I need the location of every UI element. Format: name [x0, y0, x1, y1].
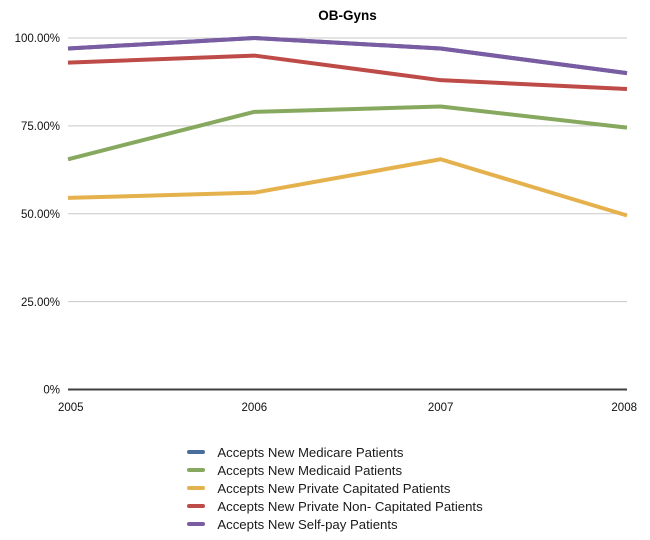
legend-label: Accepts New Private Capitated Patients: [217, 480, 451, 496]
series-line: [67, 36, 628, 76]
chart-title: OB-Gyns: [318, 8, 377, 23]
legend-swatch: [187, 522, 206, 526]
legend-swatch: [187, 486, 206, 490]
x-tick-label: 2006: [242, 402, 268, 414]
y-tick-label: 0%: [43, 385, 60, 397]
series-line: [67, 104, 628, 162]
legend-swatch: [187, 450, 206, 454]
legend-label: Accepts New Medicare Patients: [217, 444, 404, 460]
x-tick-label: 2008: [611, 402, 637, 414]
legend-label: Accepts New Self-pay Patients: [217, 516, 398, 532]
legend-item: Accepts New Private Capitated Patients: [187, 479, 450, 497]
x-tick-label: 2005: [58, 402, 84, 414]
y-tick-label: 25.00%: [21, 297, 60, 309]
legend-label: Accepts New Medicaid Patients: [217, 462, 403, 478]
legend-item: Accepts New Self-pay Patients: [187, 515, 398, 533]
legend-item: Accepts New Medicare Patients: [187, 443, 404, 461]
legend-swatch: [187, 468, 206, 472]
series-line: [67, 53, 628, 91]
legend-item: Accepts New Medicaid Patients: [187, 461, 402, 479]
y-tick-label: 75.00%: [21, 121, 60, 133]
legend-swatch: [187, 504, 206, 508]
legend-items: Accepts New Medicare Patients Accepts New…: [187, 443, 483, 533]
series-line: [67, 157, 628, 218]
legend-label: Accepts New Private Non- Capitated Patie…: [217, 498, 483, 514]
y-tick-label: 100.00%: [15, 33, 60, 45]
legend-item: Accepts New Private Non- Capitated Patie…: [187, 497, 483, 515]
line-chart-plot: 100.00% 75.00% 50.00% 25.00% 0% 2005 2006 2007 2…: [15, 33, 637, 414]
y-tick-label: 50.00%: [21, 209, 60, 221]
x-tick-label: 2007: [428, 402, 454, 414]
chart-legend: Accepts New Medicare Patients Accepts New…: [0, 443, 650, 533]
